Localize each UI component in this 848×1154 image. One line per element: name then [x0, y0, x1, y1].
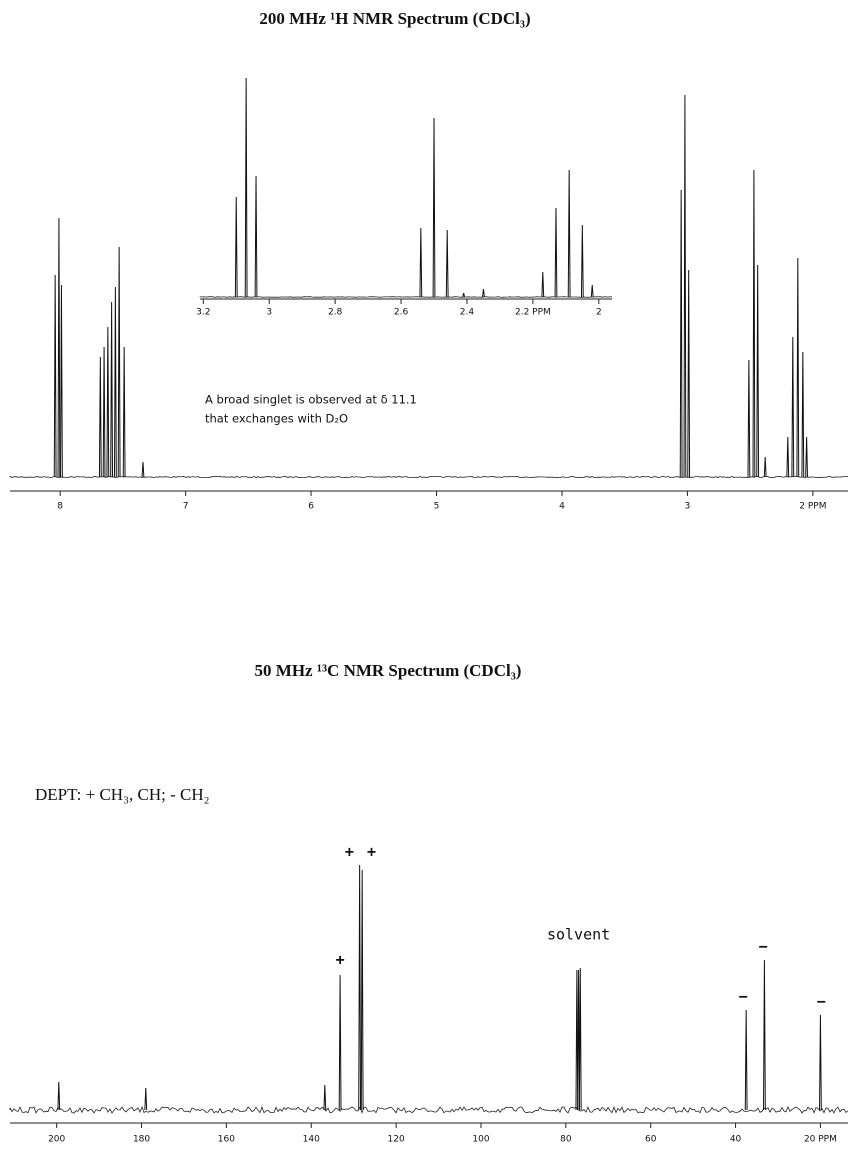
h-nmr-title: 200 MHz ¹H NMR Spectrum (CDCl₃)	[259, 9, 530, 28]
x-tick-label: 4	[559, 502, 565, 512]
peak	[113, 286, 117, 478]
x-tick-label: 2.4	[460, 308, 475, 318]
peak	[102, 346, 106, 478]
note: A broad singlet is observed at δ 11.1	[205, 393, 417, 407]
x-tick-label: 20 PPM	[804, 1135, 837, 1145]
peak	[578, 967, 582, 1111]
peak	[144, 1087, 148, 1111]
peak	[98, 356, 102, 478]
x-tick-label: 80	[560, 1135, 572, 1145]
x-tick-label: 2 PPM	[799, 502, 826, 512]
peak	[254, 175, 258, 298]
peak	[338, 974, 342, 1111]
peak	[244, 77, 248, 298]
x-tick-label: 120	[388, 1135, 405, 1145]
peak	[554, 207, 558, 298]
c-nmr-title: 50 MHz ¹³C NMR Spectrum (CDCl₃)	[255, 661, 522, 680]
x-tick-label: 5	[434, 502, 440, 512]
peak	[122, 346, 126, 478]
annotation: +	[336, 951, 345, 969]
peak	[482, 288, 485, 298]
x-tick-label: 2.2 PPM	[515, 308, 551, 318]
peak	[567, 169, 571, 298]
peak	[106, 326, 110, 478]
peak	[360, 869, 364, 1111]
peak	[687, 269, 691, 478]
peak	[805, 436, 809, 478]
peak	[763, 456, 767, 478]
peak	[756, 264, 760, 478]
x-tick-label: 160	[218, 1135, 235, 1145]
dept-note: DEPT: + CH₃, CH; - CH₂	[35, 785, 210, 804]
peak	[432, 117, 436, 298]
peak	[683, 94, 687, 478]
x-tick-label: 40	[730, 1135, 742, 1145]
x-tick-label: 6	[308, 502, 314, 512]
annotation: −	[817, 993, 826, 1011]
x-tick-label: 60	[645, 1135, 657, 1145]
peak	[679, 189, 683, 478]
peak	[786, 436, 790, 478]
peak	[801, 351, 805, 478]
peak	[117, 246, 121, 478]
x-tick-label: 2.6	[394, 308, 409, 318]
peak	[541, 271, 545, 298]
annotation: solvent	[547, 926, 610, 944]
x-tick-label: 2	[596, 308, 602, 318]
x-tick-label: 2.8	[328, 308, 343, 318]
peak	[141, 461, 145, 478]
annotation: −	[759, 938, 768, 956]
note: that exchanges with D₂O	[205, 412, 348, 426]
x-tick-label: 3.2	[196, 308, 210, 318]
peak	[590, 284, 594, 298]
x-tick-label: 3	[266, 308, 272, 318]
peak	[110, 301, 114, 478]
peak	[234, 196, 238, 298]
annotation: +	[367, 843, 376, 861]
x-tick-label: 7	[183, 502, 189, 512]
baseline	[9, 1105, 848, 1114]
peak	[763, 959, 766, 1111]
baseline	[199, 296, 613, 298]
peak	[60, 284, 63, 478]
x-tick-label: 180	[133, 1135, 150, 1145]
x-tick-label: 8	[57, 502, 63, 512]
annotation: −	[739, 988, 748, 1006]
peak	[580, 224, 584, 298]
x-tick-label: 200	[48, 1135, 65, 1145]
peak	[445, 229, 449, 298]
x-tick-label: 100	[472, 1135, 489, 1145]
peak	[819, 1014, 822, 1111]
peak	[53, 274, 57, 478]
peak	[323, 1084, 327, 1111]
annotation: +	[345, 843, 354, 861]
peak	[57, 217, 61, 478]
x-tick-label: 140	[303, 1135, 320, 1145]
peak	[752, 169, 756, 478]
baseline	[9, 475, 848, 479]
peak	[791, 336, 795, 478]
peak	[358, 864, 362, 1111]
peak	[462, 292, 466, 298]
peak	[747, 359, 751, 478]
peak	[419, 227, 423, 298]
peak	[744, 1009, 748, 1111]
peak	[57, 1081, 61, 1111]
x-tick-label: 3	[685, 502, 691, 512]
peak	[796, 257, 800, 478]
